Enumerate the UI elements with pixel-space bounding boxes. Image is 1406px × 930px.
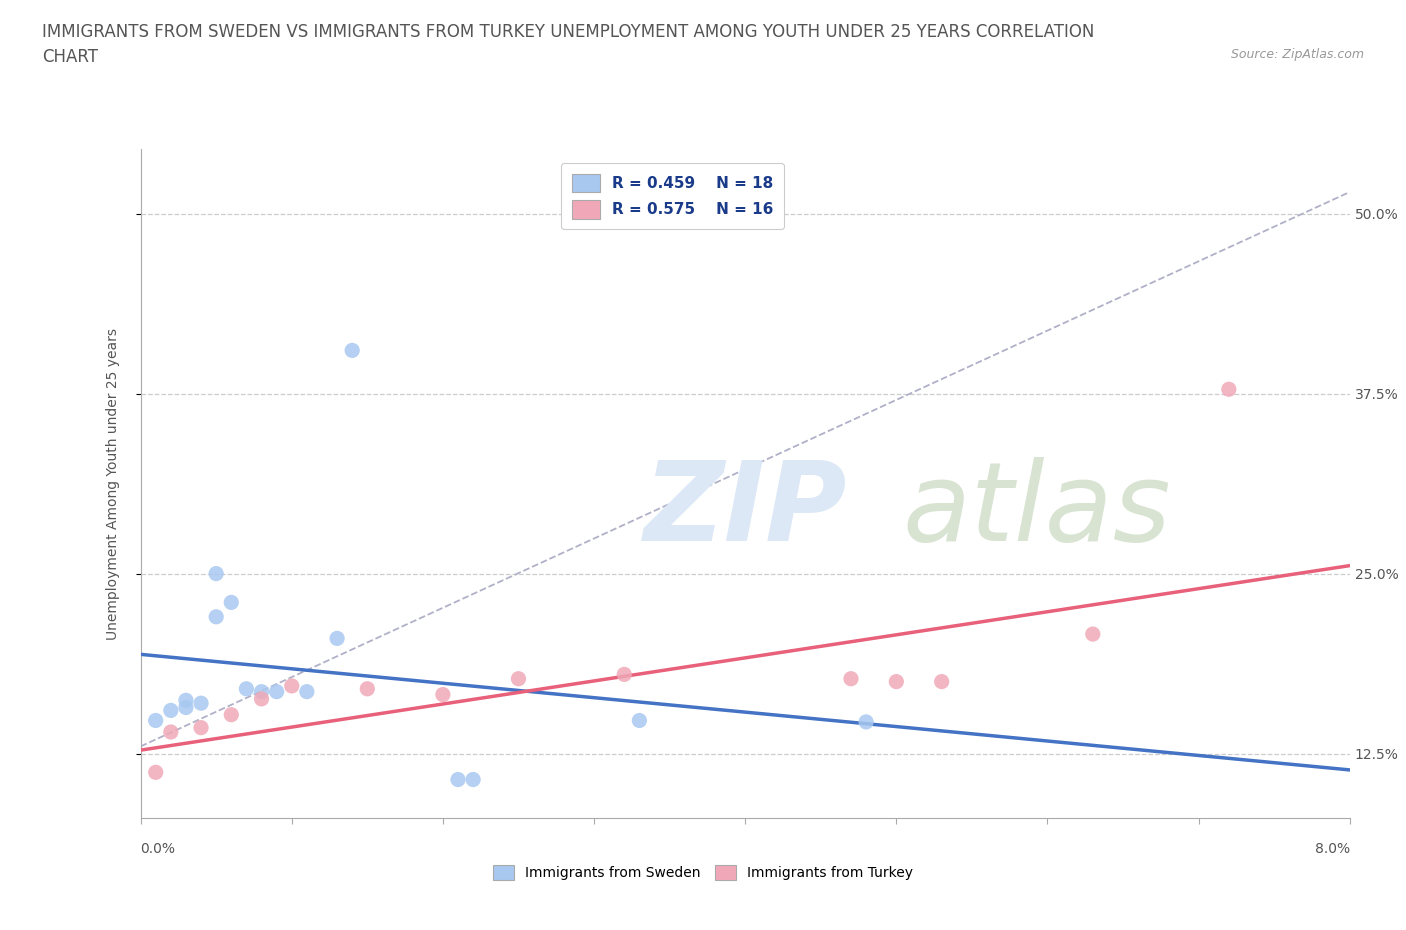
Point — [1081, 627, 1104, 642]
Point — [295, 684, 318, 699]
Point — [174, 693, 197, 708]
Point — [855, 714, 877, 729]
Point — [326, 631, 349, 645]
Point — [342, 343, 364, 358]
Text: 0.0%: 0.0% — [141, 842, 176, 856]
Point — [145, 764, 167, 779]
Text: CHART: CHART — [42, 48, 98, 66]
Text: 8.0%: 8.0% — [1315, 842, 1350, 856]
Point — [250, 684, 273, 699]
Point — [356, 682, 378, 697]
Legend: R = 0.459    N = 18, R = 0.575    N = 16: R = 0.459 N = 18, R = 0.575 N = 16 — [561, 163, 785, 230]
Point — [205, 566, 228, 581]
Point — [432, 687, 454, 702]
Point — [160, 703, 183, 718]
Point — [447, 772, 470, 787]
Point — [205, 609, 228, 624]
Text: atlas: atlas — [903, 457, 1171, 564]
Point — [145, 713, 167, 728]
Point — [221, 708, 243, 723]
Point — [734, 829, 756, 844]
Point — [461, 772, 484, 787]
Point — [281, 679, 304, 694]
Point — [235, 682, 257, 697]
Text: ZIP: ZIP — [644, 457, 846, 564]
Legend: Immigrants from Sweden, Immigrants from Turkey: Immigrants from Sweden, Immigrants from … — [488, 860, 918, 886]
Point — [160, 724, 183, 739]
Point — [250, 691, 273, 706]
Point — [1218, 382, 1240, 397]
Point — [931, 674, 953, 689]
Point — [221, 595, 243, 610]
Text: Source: ZipAtlas.com: Source: ZipAtlas.com — [1230, 48, 1364, 61]
Point — [174, 700, 197, 715]
Point — [628, 713, 651, 728]
Point — [190, 696, 212, 711]
Point — [190, 720, 212, 735]
Point — [613, 667, 636, 682]
Point — [839, 671, 862, 686]
Text: IMMIGRANTS FROM SWEDEN VS IMMIGRANTS FROM TURKEY UNEMPLOYMENT AMONG YOUTH UNDER : IMMIGRANTS FROM SWEDEN VS IMMIGRANTS FRO… — [42, 23, 1094, 41]
Y-axis label: Unemployment Among Youth under 25 years: Unemployment Among Youth under 25 years — [105, 327, 120, 640]
Point — [266, 684, 288, 699]
Point — [508, 671, 530, 686]
Point — [886, 674, 908, 689]
